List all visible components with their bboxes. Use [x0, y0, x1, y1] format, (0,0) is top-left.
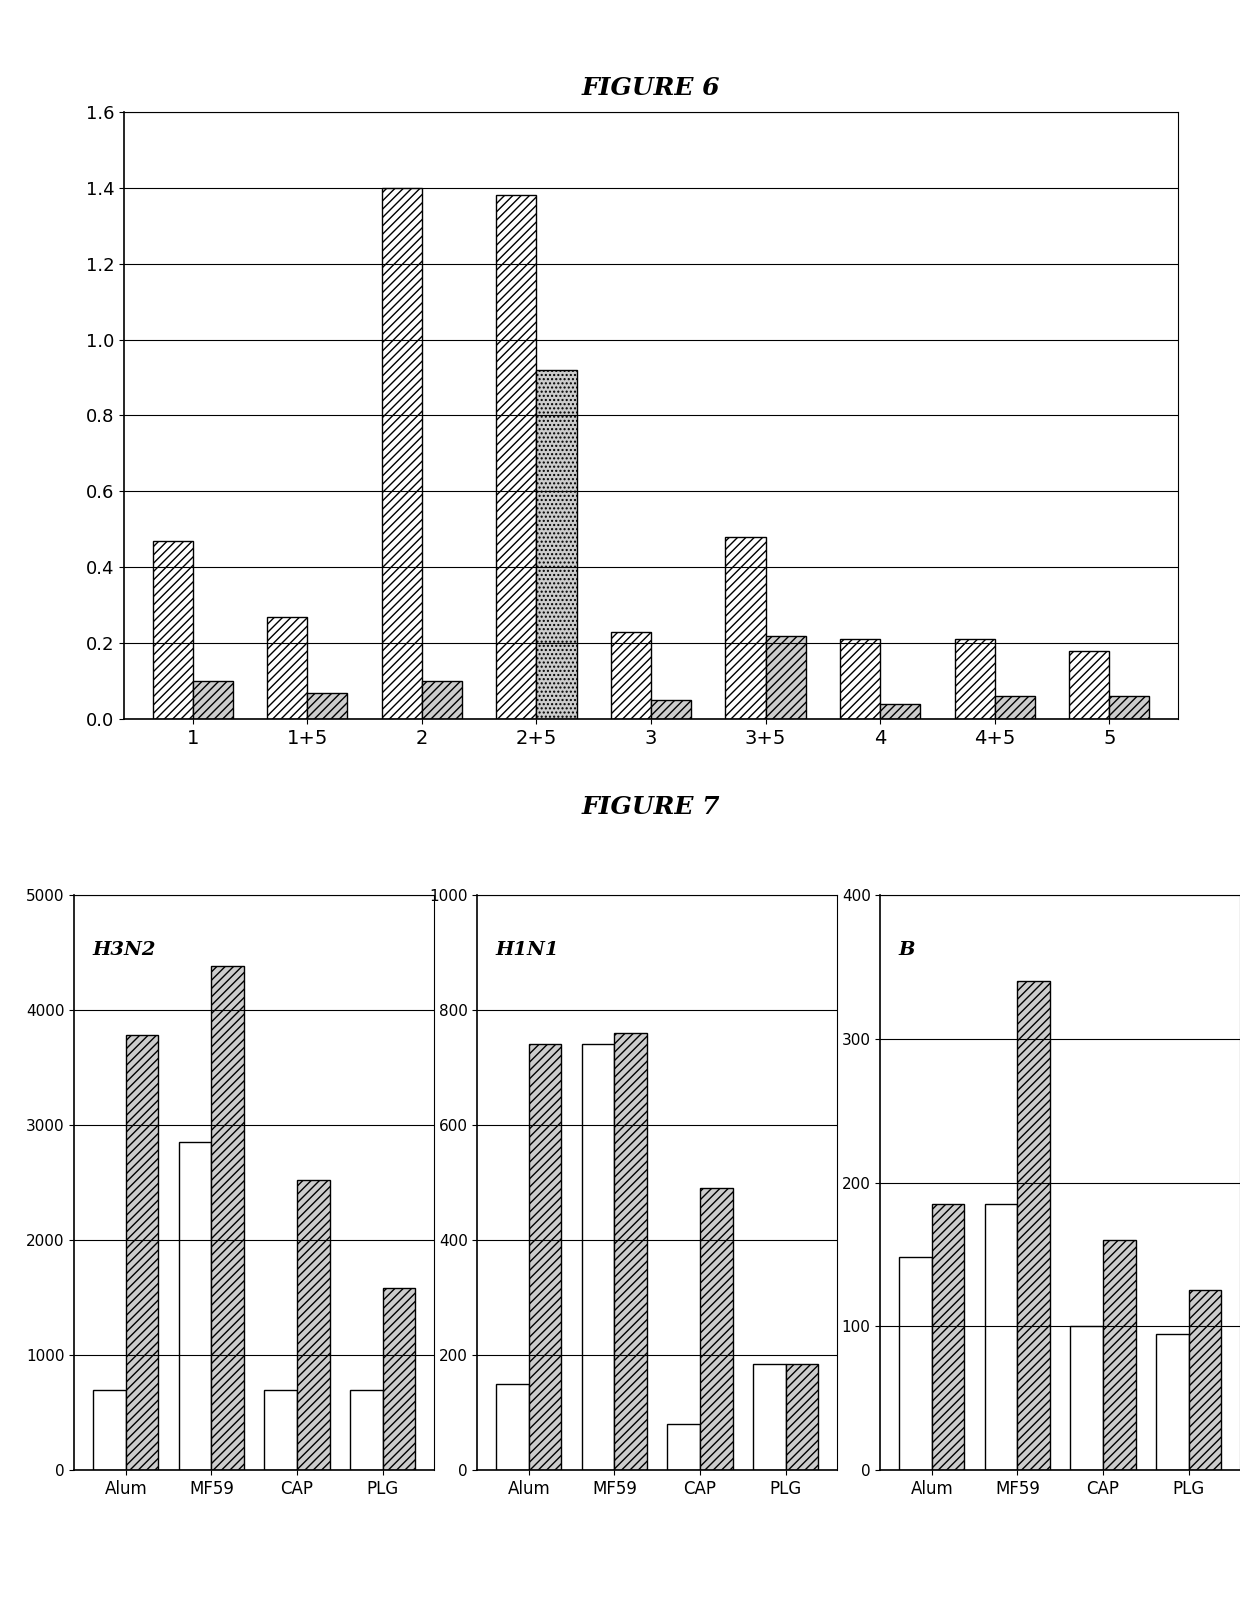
Bar	[298, 1181, 330, 1470]
Bar	[765, 636, 806, 719]
Bar	[153, 540, 192, 719]
Bar	[1189, 1291, 1221, 1470]
Bar	[93, 1390, 125, 1470]
Bar	[725, 537, 765, 719]
Bar	[537, 369, 577, 719]
Bar	[179, 1143, 211, 1470]
Bar	[985, 1205, 1017, 1470]
Bar	[383, 1288, 415, 1470]
Bar	[582, 1045, 614, 1470]
Bar	[1069, 650, 1110, 719]
Bar	[667, 1424, 701, 1470]
Bar	[192, 681, 233, 719]
Bar	[496, 195, 537, 719]
Bar	[1110, 697, 1149, 719]
Bar	[528, 1045, 562, 1470]
Bar	[496, 1384, 528, 1470]
Bar	[931, 1205, 965, 1470]
Bar	[308, 692, 347, 719]
Bar	[422, 681, 463, 719]
Text: FIGURE 7: FIGURE 7	[582, 794, 720, 820]
Bar	[899, 1258, 931, 1470]
Bar	[994, 697, 1035, 719]
Bar	[651, 700, 691, 719]
Bar	[880, 703, 920, 719]
Bar	[350, 1390, 383, 1470]
Bar	[955, 639, 994, 719]
Bar	[382, 187, 422, 719]
Bar	[264, 1390, 298, 1470]
Bar	[614, 1032, 647, 1470]
Bar	[1104, 1240, 1136, 1470]
Bar	[701, 1189, 733, 1470]
Bar	[753, 1363, 786, 1470]
Bar	[839, 639, 880, 719]
Text: B: B	[898, 941, 915, 959]
Bar	[1156, 1333, 1189, 1470]
Text: FIGURE 6: FIGURE 6	[582, 75, 720, 101]
Bar	[1017, 981, 1050, 1470]
Bar	[267, 617, 308, 719]
Bar	[211, 967, 244, 1470]
Text: H3N2: H3N2	[92, 941, 156, 959]
Bar	[1070, 1326, 1104, 1470]
Bar	[611, 631, 651, 719]
Text: H1N1: H1N1	[496, 941, 559, 959]
Bar	[786, 1363, 818, 1470]
Bar	[125, 1036, 159, 1470]
